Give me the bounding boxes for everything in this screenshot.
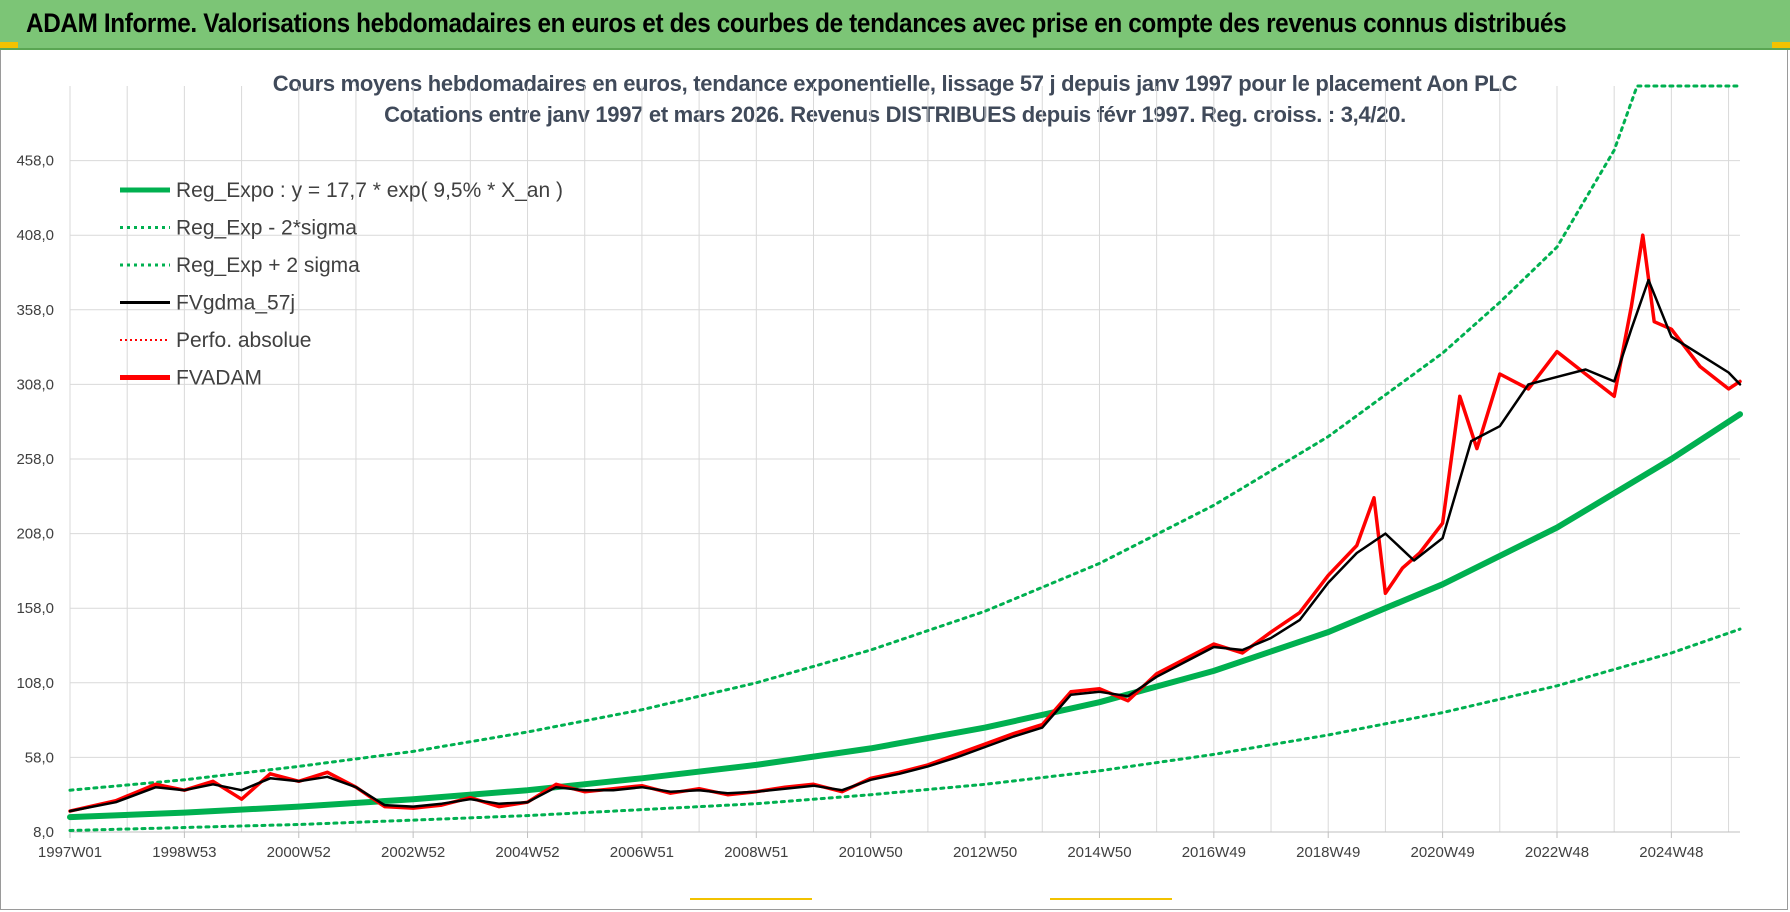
y-tick-label: 308,0 xyxy=(16,376,54,393)
y-tick-label: 408,0 xyxy=(16,227,54,244)
x-tick-label: 2018W49 xyxy=(1296,844,1360,861)
x-tick-label: 2006W51 xyxy=(610,844,674,861)
x-tick-label: 2000W52 xyxy=(267,844,331,861)
x-tick-label: 2024W48 xyxy=(1639,844,1703,861)
banner: ADAM Informe. Valorisations hebdomadaire… xyxy=(0,0,1790,50)
x-tick-label: 2002W52 xyxy=(381,844,445,861)
y-tick-label: 58,0 xyxy=(25,749,54,766)
legend-label-5: FVADAM xyxy=(176,367,262,390)
chart-title-block: Cours moyens hebdomadaires en euros, ten… xyxy=(0,68,1790,130)
y-tick-label: 158,0 xyxy=(16,600,54,617)
x-tick-label: 2004W52 xyxy=(495,844,559,861)
x-tick-label: 2010W50 xyxy=(839,844,903,861)
series-line-reg-expo-y-17-7-exp-9-5-x-an xyxy=(67,411,1743,821)
chart-title: Cours moyens hebdomadaires en euros, ten… xyxy=(272,71,1518,96)
series-line-fvgdma-57j xyxy=(68,278,1742,813)
x-tick-label: 2012W50 xyxy=(953,844,1017,861)
legend-label-0: Reg_Expo : y = 17,7 * exp( 9,5% * X_an ) xyxy=(176,179,563,202)
corner-marker-left xyxy=(0,42,18,48)
legend-label-4: Perfo. absolue xyxy=(176,329,311,352)
y-tick-label: 108,0 xyxy=(16,675,54,692)
y-tick-label: 8,0 xyxy=(33,824,54,841)
y-tick-label: 358,0 xyxy=(16,302,54,319)
y-tick-label: 208,0 xyxy=(16,526,54,543)
y-tick-label: 258,0 xyxy=(16,451,54,468)
legend-label-3: FVgdma_57j xyxy=(176,292,295,315)
banner-title: ADAM Informe. Valorisations hebdomadaire… xyxy=(26,8,1567,38)
x-tick-label: 2014W50 xyxy=(1067,844,1131,861)
series-line-reg-exp-2-sigma xyxy=(68,627,1742,832)
x-tick-label: 2016W49 xyxy=(1182,844,1246,861)
corner-marker-right xyxy=(1772,42,1790,48)
x-tick-label: 2022W48 xyxy=(1525,844,1589,861)
chart-subtitle: Cotations entre janv 1997 et mars 2026. … xyxy=(384,102,1406,127)
y-tick-label: 458,0 xyxy=(16,153,54,170)
series-line-fvadam xyxy=(68,233,1742,813)
x-tick-label: 1997W01 xyxy=(38,844,102,861)
x-tick-label: 2008W51 xyxy=(724,844,788,861)
legend-label-1: Reg_Exp - 2*sigma xyxy=(176,217,357,240)
bottom-accent-1 xyxy=(690,898,812,900)
bottom-accent-2 xyxy=(1050,898,1172,900)
x-tick-label: 2020W49 xyxy=(1410,844,1474,861)
legend-label-2: Reg_Exp + 2 sigma xyxy=(176,254,360,277)
x-tick-label: 1998W53 xyxy=(152,844,216,861)
